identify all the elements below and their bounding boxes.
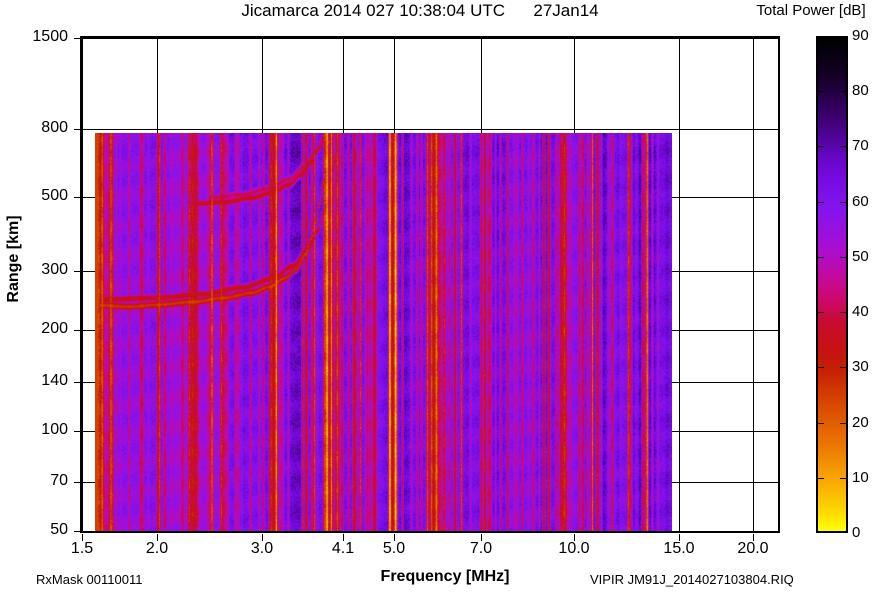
x-tick-label-0: 1.5 xyxy=(70,540,94,557)
colorbar-tick-left-4 xyxy=(818,312,824,313)
colorbar-tick-right-1 xyxy=(840,478,846,479)
x-tick-4 xyxy=(394,534,395,541)
y-tick-7 xyxy=(74,129,81,130)
colorbar-tick-right-4 xyxy=(840,312,846,313)
gridline-x-0 xyxy=(82,38,83,531)
gridline-y-7 xyxy=(82,129,778,130)
plot-area xyxy=(80,36,780,533)
x-tick-7 xyxy=(679,534,680,541)
x-tick-0 xyxy=(82,534,83,541)
y-tick-6 xyxy=(74,197,81,198)
gridline-x-7 xyxy=(679,38,680,531)
chart-title: Jicamarca 2014 027 10:38:04 UTC 27Jan14 xyxy=(241,1,599,20)
x-tick-label-6: 10.0 xyxy=(558,540,590,557)
y-tick-label-8: 1500 xyxy=(32,28,68,45)
colorbar-gradient xyxy=(818,38,846,531)
colorbar-tick-left-2 xyxy=(818,423,824,424)
x-tick-label-2: 3.0 xyxy=(250,540,274,557)
x-tick-label-1: 2.0 xyxy=(145,540,169,557)
plot-inner xyxy=(82,38,778,531)
y-tick-label-0: 50 xyxy=(50,521,68,538)
colorbar-tick-right-5 xyxy=(840,257,846,258)
gridline-y-8 xyxy=(82,38,778,39)
colorbar-label-9: 90 xyxy=(852,27,869,44)
x-tick-label-3: 4.1 xyxy=(331,540,355,557)
colorbar-tick-right-7 xyxy=(840,146,846,147)
footnote-rxmask: RxMask 00110011 xyxy=(36,572,143,587)
y-tick-label-7: 800 xyxy=(41,119,68,136)
x-tick-label-8: 20.0 xyxy=(737,540,769,557)
y-tick-3 xyxy=(74,382,81,383)
colorbar-label-5: 50 xyxy=(852,248,869,265)
colorbar-tick-right-6 xyxy=(840,202,846,203)
y-tick-label-5: 300 xyxy=(41,261,68,278)
colorbar-label-8: 80 xyxy=(852,82,869,99)
y-tick-1 xyxy=(74,482,81,483)
colorbar xyxy=(816,36,848,533)
y-tick-0 xyxy=(74,531,81,532)
y-tick-5 xyxy=(74,271,81,272)
colorbar-tick-left-1 xyxy=(818,478,824,479)
y-tick-label-2: 100 xyxy=(41,421,68,438)
y-tick-label-4: 200 xyxy=(41,320,68,337)
x-tick-label-4: 5.0 xyxy=(382,540,406,557)
x-tick-1 xyxy=(157,534,158,541)
colorbar-title: Total Power [dB] xyxy=(756,2,866,19)
colorbar-label-4: 40 xyxy=(852,303,869,320)
x-axis-title: Frequency [MHz] xyxy=(380,568,510,585)
colorbar-label-6: 60 xyxy=(852,193,869,210)
colorbar-label-0: 0 xyxy=(852,524,861,541)
x-tick-3 xyxy=(343,534,344,541)
colorbar-tick-right-8 xyxy=(840,91,846,92)
colorbar-tick-left-5 xyxy=(818,257,824,258)
colorbar-label-3: 30 xyxy=(852,358,869,375)
x-tick-label-5: 7.0 xyxy=(469,540,493,557)
x-tick-2 xyxy=(262,534,263,541)
colorbar-tick-right-2 xyxy=(840,423,846,424)
colorbar-label-7: 70 xyxy=(852,137,869,154)
footnote-filename: VIPIR JM91J_2014027103804.RIQ xyxy=(590,572,794,587)
colorbar-tick-left-8 xyxy=(818,91,824,92)
gridline-x-8 xyxy=(753,38,754,531)
colorbar-label-2: 20 xyxy=(852,414,869,431)
y-tick-label-6: 500 xyxy=(41,187,68,204)
x-tick-5 xyxy=(481,534,482,541)
x-tick-6 xyxy=(574,534,575,541)
colorbar-tick-left-7 xyxy=(818,146,824,147)
colorbar-label-1: 10 xyxy=(852,469,869,486)
x-tick-8 xyxy=(753,534,754,541)
colorbar-tick-right-3 xyxy=(840,367,846,368)
ionogram-raster xyxy=(95,133,672,531)
y-tick-4 xyxy=(74,330,81,331)
y-tick-8 xyxy=(74,38,81,39)
x-tick-label-7: 15.0 xyxy=(663,540,695,557)
y-axis-title: Range [km] xyxy=(5,215,22,303)
colorbar-tick-left-6 xyxy=(818,202,824,203)
colorbar-tick-left-3 xyxy=(818,367,824,368)
y-tick-label-3: 140 xyxy=(41,372,68,389)
y-tick-2 xyxy=(74,431,81,432)
y-tick-label-1: 70 xyxy=(50,472,68,489)
